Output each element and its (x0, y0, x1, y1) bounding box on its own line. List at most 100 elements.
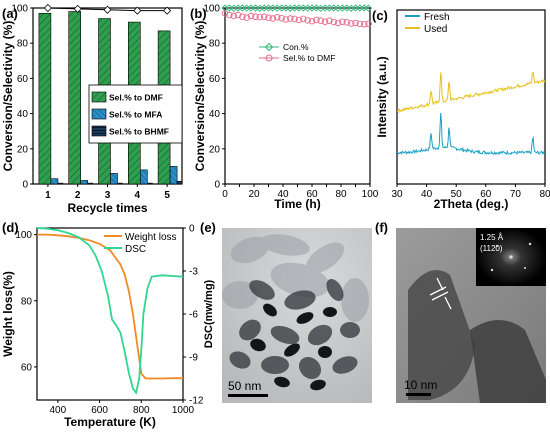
fft-spots (490, 242, 532, 272)
sel-point (265, 14, 272, 21)
legend-label-0: Con.% (283, 42, 309, 52)
panel-label-f: (f) (375, 220, 388, 235)
tem-f-rod-left (408, 270, 475, 400)
tem-e-scale-bar (228, 394, 268, 397)
bar-2 (57, 182, 64, 185)
sel-point (339, 18, 346, 25)
sel-point (347, 20, 355, 27)
legend-swatch-2 (91, 125, 107, 137)
y-tick-label: 40 (209, 109, 221, 120)
y-tick-label: 100 (203, 4, 220, 15)
bar-2 (176, 181, 183, 185)
sel-point (273, 13, 281, 21)
y2-tick-label: -3 (189, 267, 198, 278)
sel-point (278, 14, 285, 22)
tem-image-e: 50 nm (222, 228, 372, 403)
sel-point (230, 12, 237, 20)
legend-label-1: Sel.% to MFA (109, 110, 162, 120)
series-line-1 (36, 227, 184, 395)
x-tick-label: 0 (222, 189, 228, 200)
sel-point (300, 15, 307, 23)
y-tick-label: 80 (21, 296, 33, 307)
fft-d-spacing: 1.25 Å (480, 233, 504, 242)
legend-label-1: Used (424, 24, 447, 35)
bar-1 (169, 166, 178, 185)
x-axis-label: Recycle times (67, 201, 147, 215)
y-tick-label: 40 (17, 109, 29, 120)
con-point (225, 4, 233, 12)
conversion-point (163, 6, 172, 15)
y-axis-label: Conversion/Selectivity (%) (193, 21, 207, 172)
sel-point (313, 16, 320, 24)
sel-point (334, 19, 342, 27)
sel-point (326, 17, 333, 24)
bar-1 (110, 173, 118, 185)
conversion-point (103, 5, 112, 14)
legend-label-1: DSC (125, 244, 146, 255)
legend-label-0: Sel.% to DMF (109, 93, 163, 103)
y-axis-label: Conversion/Selectivity (%) (1, 21, 15, 172)
tem-e-particles-light (222, 234, 369, 322)
xrd-line-0 (396, 112, 546, 156)
y2-tick-label: -9 (189, 353, 198, 364)
chart-recycle: 0 20 40 60 80 100 1 2 3 4 5 Sel.% to DMF Sel.% to MF… (1, 4, 183, 215)
y-axis-label: Intensity (a.u.) (375, 56, 389, 137)
x-tick-label: 5 (164, 190, 170, 201)
sel-point (269, 15, 277, 22)
y-tick-label: 60 (21, 362, 33, 373)
axes-frame (224, 7, 371, 185)
x-tick-label: 800 (133, 405, 150, 416)
tem-f-scale-bar (406, 393, 431, 396)
sel-point (282, 16, 290, 23)
x-tick-label: 3 (105, 190, 111, 201)
sel-point (252, 13, 259, 21)
chart-time-stability: 0 20 40 60 80 100 0 20 40 60 80 100 Con.%Sel.% to DM… (193, 4, 379, 212)
panel-label-c: (c) (372, 8, 388, 23)
y-axis-label: Weight loss(%) (1, 271, 15, 357)
conversion-point (133, 6, 142, 15)
sel-point (295, 16, 303, 24)
con-point (343, 4, 351, 12)
tem-e-particles-dark (250, 303, 337, 391)
legend-label-0: Weight loss (125, 232, 177, 243)
series-line-0 (37, 233, 183, 380)
x-axis-label: Temperature (K) (64, 415, 156, 429)
y-tick-label: 100 (11, 4, 28, 15)
tem-e-particles-mid (229, 279, 360, 380)
sel-point (343, 19, 351, 26)
sel-point (317, 17, 324, 24)
x-tick-label: 60 (306, 189, 318, 200)
bar-2 (117, 182, 123, 185)
sel-point (234, 11, 242, 19)
con-point (312, 4, 320, 12)
sel-point (356, 20, 364, 28)
bar-0 (68, 11, 81, 185)
tem-f-rod-right (470, 320, 546, 403)
tem-e-scale-label: 50 nm (228, 379, 261, 393)
y2-tick-label: -6 (189, 310, 198, 321)
sel-point (226, 11, 233, 19)
panel-label-a: (a) (2, 6, 18, 21)
y-tick-label: 0 (22, 180, 28, 191)
xrd-line-1 (396, 71, 546, 114)
x-tick-label: 1 (45, 190, 51, 201)
sel-point (221, 10, 229, 17)
sel-point (308, 17, 316, 25)
sel-point (287, 15, 294, 22)
axes-frame (396, 9, 546, 185)
fft-plane: (1120) (480, 244, 503, 253)
y2-tick-label: -12 (189, 396, 204, 407)
panel-label-d: (d) (2, 220, 19, 235)
y-tick-label: 100 (15, 230, 32, 241)
x-tick-label: 50 (451, 189, 463, 200)
x-tick-label: 80 (335, 189, 347, 200)
legend-marker-0 (264, 42, 274, 52)
x-tick-label: 40 (421, 189, 433, 200)
sel-point (304, 17, 311, 24)
sel-point (247, 12, 255, 20)
sel-point (256, 13, 264, 21)
